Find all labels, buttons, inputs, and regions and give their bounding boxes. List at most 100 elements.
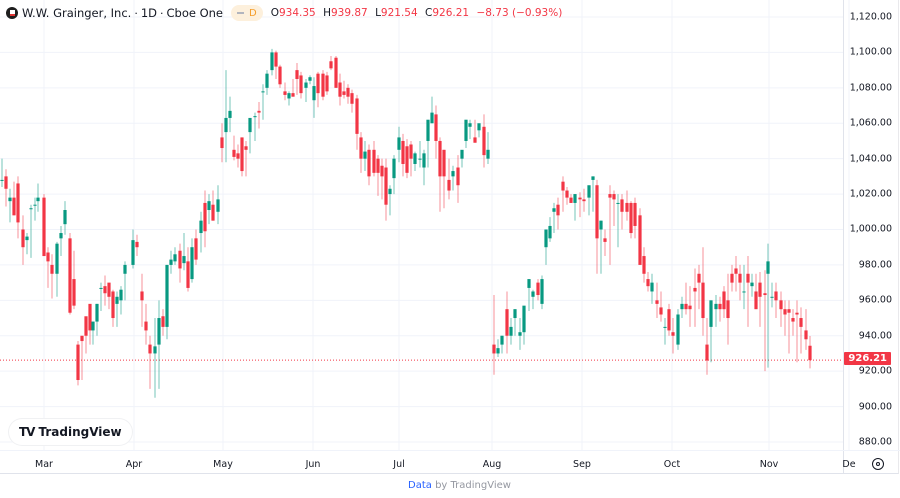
candle <box>556 197 560 230</box>
chart-frame[interactable] <box>0 0 899 474</box>
candle <box>29 204 33 258</box>
candle <box>730 264 734 292</box>
candle <box>50 254 54 299</box>
candle <box>42 194 46 257</box>
candle <box>688 286 692 327</box>
candle <box>287 91 291 106</box>
candle <box>709 300 713 363</box>
candle <box>144 303 148 345</box>
candle <box>697 264 701 310</box>
time-tick-label: Jul <box>393 459 405 470</box>
candle <box>603 229 607 257</box>
settings-gear-icon[interactable] <box>872 458 884 470</box>
candle <box>257 101 261 129</box>
candle <box>608 185 612 265</box>
candle <box>573 194 577 221</box>
candlestick-plot[interactable] <box>0 0 900 474</box>
candle <box>629 201 633 239</box>
candle <box>325 71 329 95</box>
candle <box>224 70 228 163</box>
price-tick-label: 920.00 <box>858 365 892 377</box>
candle <box>595 179 599 274</box>
candle <box>220 123 224 163</box>
time-tick-label: De <box>842 459 856 470</box>
candle <box>492 295 496 375</box>
dash-icon <box>237 12 244 14</box>
candle <box>228 96 232 133</box>
data-link[interactable]: Data <box>408 480 432 491</box>
candle <box>12 181 16 216</box>
candle <box>795 300 799 363</box>
exchange-label: Cboe One <box>166 6 223 20</box>
candle <box>161 309 165 336</box>
candle <box>392 155 396 195</box>
candle <box>401 133 405 177</box>
candle <box>426 119 430 168</box>
tradingview-logo[interactable]: TV TradingView <box>9 419 132 445</box>
candle <box>16 176 20 239</box>
symbol-title[interactable]: W.W. Grainger, Inc. <box>22 6 132 20</box>
candle <box>291 78 295 97</box>
candle <box>430 96 434 124</box>
candle <box>46 247 50 288</box>
time-tick-label: Oct <box>663 459 681 470</box>
candle <box>738 264 742 301</box>
candle <box>655 282 659 319</box>
candle <box>667 303 671 336</box>
candle <box>409 140 413 177</box>
candle <box>388 185 392 216</box>
candle <box>746 256 750 327</box>
candle <box>734 256 738 292</box>
candle <box>80 335 84 381</box>
candle <box>536 279 540 301</box>
change-value: −8.73 (−0.93%) <box>476 7 563 19</box>
time-tick-label: Nov <box>759 459 779 470</box>
candle <box>565 186 569 205</box>
candle <box>591 176 595 212</box>
candle <box>316 71 320 108</box>
candle <box>135 234 139 257</box>
symbol-legend: W.W. Grainger, Inc. · 1D · Cboe One D O9… <box>6 4 566 22</box>
high-key: H <box>323 7 331 19</box>
candle <box>36 183 40 212</box>
candle <box>173 247 177 265</box>
candle <box>207 194 211 225</box>
price-tick-label: 1,120.00 <box>849 11 892 23</box>
candle <box>787 300 791 354</box>
candle <box>770 282 774 308</box>
candle <box>278 64 282 88</box>
candle <box>642 247 646 283</box>
interval-label[interactable]: 1D <box>140 6 157 20</box>
candle <box>742 264 746 310</box>
candle <box>59 225 63 257</box>
candle <box>766 243 770 368</box>
candle <box>359 132 363 173</box>
candle <box>638 208 642 265</box>
candle <box>236 144 240 168</box>
candle <box>676 309 680 350</box>
candle <box>464 119 468 149</box>
candle <box>714 295 718 327</box>
close-key: C <box>425 7 433 19</box>
candle <box>722 286 726 319</box>
candle <box>552 202 556 234</box>
candle <box>405 139 409 179</box>
open-key: O <box>270 7 279 19</box>
candle <box>620 194 624 230</box>
candle <box>4 169 8 207</box>
candle <box>165 264 169 340</box>
candle <box>244 140 248 177</box>
candle <box>308 75 312 85</box>
candle <box>616 194 620 248</box>
candle <box>342 80 346 99</box>
candle <box>0 158 4 187</box>
candle <box>304 78 308 102</box>
price-tick-label: 960.00 <box>858 294 892 306</box>
candle <box>88 303 92 345</box>
company-logo-icon <box>6 7 18 19</box>
candle <box>148 335 152 389</box>
market-status-badge[interactable]: D <box>231 5 263 21</box>
candle <box>774 282 778 319</box>
time-tick-label: Sep <box>573 459 591 470</box>
last-price-label: 926.21 <box>844 352 891 365</box>
